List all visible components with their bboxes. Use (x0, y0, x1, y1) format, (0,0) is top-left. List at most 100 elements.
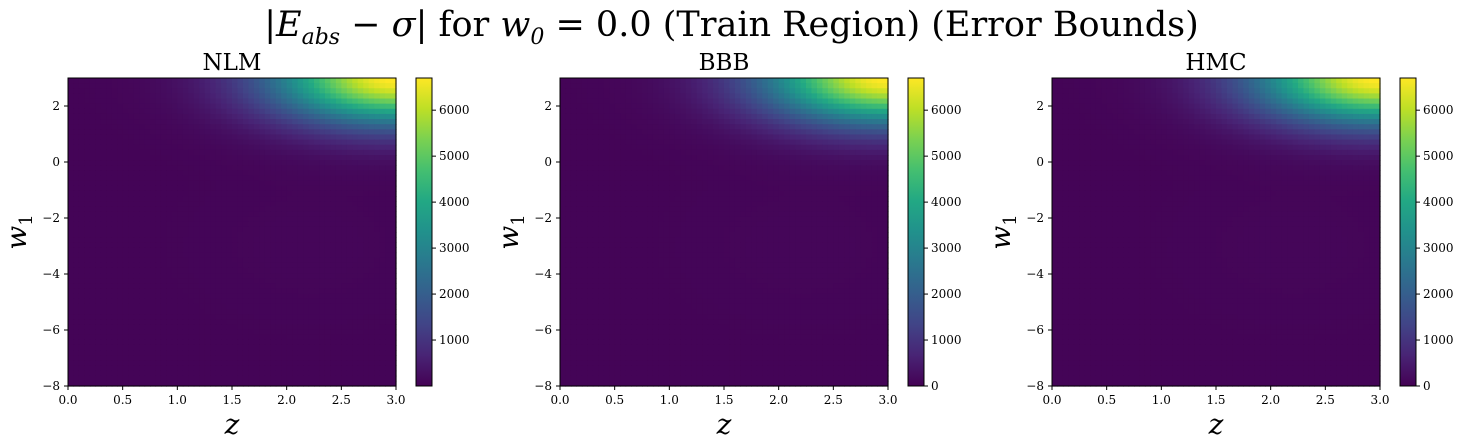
heatmap-cell (78, 160, 85, 166)
heatmap-cell (297, 370, 304, 377)
heatmap-cell (330, 88, 337, 94)
heatmap-cell (838, 185, 845, 192)
heatmap-cell (691, 88, 698, 94)
heatmap-cell (647, 108, 654, 115)
heatmap-cell (696, 160, 703, 166)
heatmap-cell (838, 98, 845, 105)
heatmap-cell (68, 329, 75, 336)
heatmap-cell (281, 175, 288, 182)
heatmap-cell (215, 88, 222, 94)
heatmap-cell (669, 170, 676, 177)
heatmap-cell (713, 175, 720, 182)
heatmap-cell (319, 375, 326, 382)
heatmap-cell (237, 108, 244, 115)
heatmap-cell (89, 83, 96, 89)
heatmap-cell (199, 283, 206, 290)
heatmap-cell (150, 273, 157, 279)
heatmap-cell (324, 267, 331, 274)
heatmap-cell (363, 88, 370, 94)
heatmap-cell (73, 380, 80, 387)
heatmap-cell (587, 165, 594, 171)
heatmap-cell (314, 324, 321, 331)
heatmap-cell (297, 129, 304, 136)
heatmap-cell (341, 293, 348, 300)
heatmap-cell (696, 113, 703, 120)
heatmap-cell (242, 242, 249, 248)
heatmap-cell (73, 303, 80, 310)
heatmap-cell (374, 334, 381, 341)
heatmap-cell (155, 190, 162, 197)
heatmap-cell (751, 175, 758, 182)
heatmap-cell (73, 314, 80, 320)
heatmap-cell (811, 175, 818, 182)
heatmap-cell (724, 165, 731, 171)
heatmap-cell (724, 113, 731, 120)
heatmap-cell (292, 170, 299, 177)
heatmap-cell (740, 185, 747, 192)
heatmap-cell (144, 124, 151, 130)
heatmap-cell (89, 314, 96, 320)
heatmap-cell (253, 375, 260, 382)
heatmap-cell (95, 113, 102, 120)
heatmap-cell (816, 144, 823, 151)
heatmap-cell (100, 309, 107, 315)
heatmap-cell (171, 375, 178, 382)
heatmap-cell (193, 309, 200, 315)
heatmap-cell (838, 160, 845, 166)
heatmap-cell (242, 283, 249, 290)
heatmap-cell (133, 211, 140, 218)
heatmap-cell (188, 257, 195, 264)
heatmap-cell (713, 88, 720, 94)
heatmap-cell (286, 355, 293, 361)
heatmap-cell (341, 273, 348, 279)
heatmap-cell (882, 108, 889, 115)
heatmap-cell (73, 190, 80, 197)
heatmap-cell (237, 206, 244, 213)
heatmap-cell (636, 134, 643, 141)
heatmap-cell (237, 237, 244, 243)
heatmap-cell (379, 108, 386, 115)
heatmap-cell (314, 129, 321, 136)
heatmap-cell (352, 103, 359, 110)
heatmap-cell (374, 267, 381, 274)
heatmap-cell (800, 175, 807, 182)
heatmap-cell (314, 98, 321, 105)
heatmap-cell (155, 232, 162, 238)
heatmap-cell (111, 185, 118, 192)
heatmap-cell (663, 119, 670, 125)
heatmap-cell (620, 103, 627, 110)
heatmap-cell (576, 108, 583, 115)
heatmap-cell (374, 134, 381, 141)
heatmap-cell (68, 324, 75, 331)
heatmap-cell (346, 283, 353, 290)
heatmap-cell (860, 129, 867, 136)
heatmap-cell (210, 247, 217, 254)
heatmap-cell (319, 309, 326, 315)
heatmap-cell (100, 252, 107, 259)
heatmap-cell (248, 119, 255, 125)
heatmap-cell (73, 170, 80, 177)
heatmap-cell (308, 314, 315, 320)
heatmap-cell (133, 232, 140, 238)
heatmap-cell (215, 375, 222, 382)
heatmap-cell (314, 278, 321, 284)
heatmap-cell (133, 262, 140, 269)
heatmap-cell (838, 129, 845, 136)
heatmap-cell (292, 360, 299, 367)
heatmap-cell (139, 355, 146, 361)
heatmap-cell (270, 124, 277, 130)
heatmap-cell (303, 273, 310, 279)
heatmap-cell (111, 196, 118, 202)
heatmap-cell (106, 175, 113, 182)
heatmap-cell (248, 113, 255, 120)
heatmap-cell (756, 165, 763, 171)
heatmap-cell (106, 108, 113, 115)
heatmap-cell (160, 298, 167, 305)
heatmap-cell (669, 108, 676, 115)
heatmap-cell (603, 113, 610, 120)
heatmap-cell (385, 129, 392, 136)
heatmap-cell (259, 175, 266, 182)
heatmap-cell (379, 170, 386, 177)
heatmap-cell (73, 155, 80, 161)
